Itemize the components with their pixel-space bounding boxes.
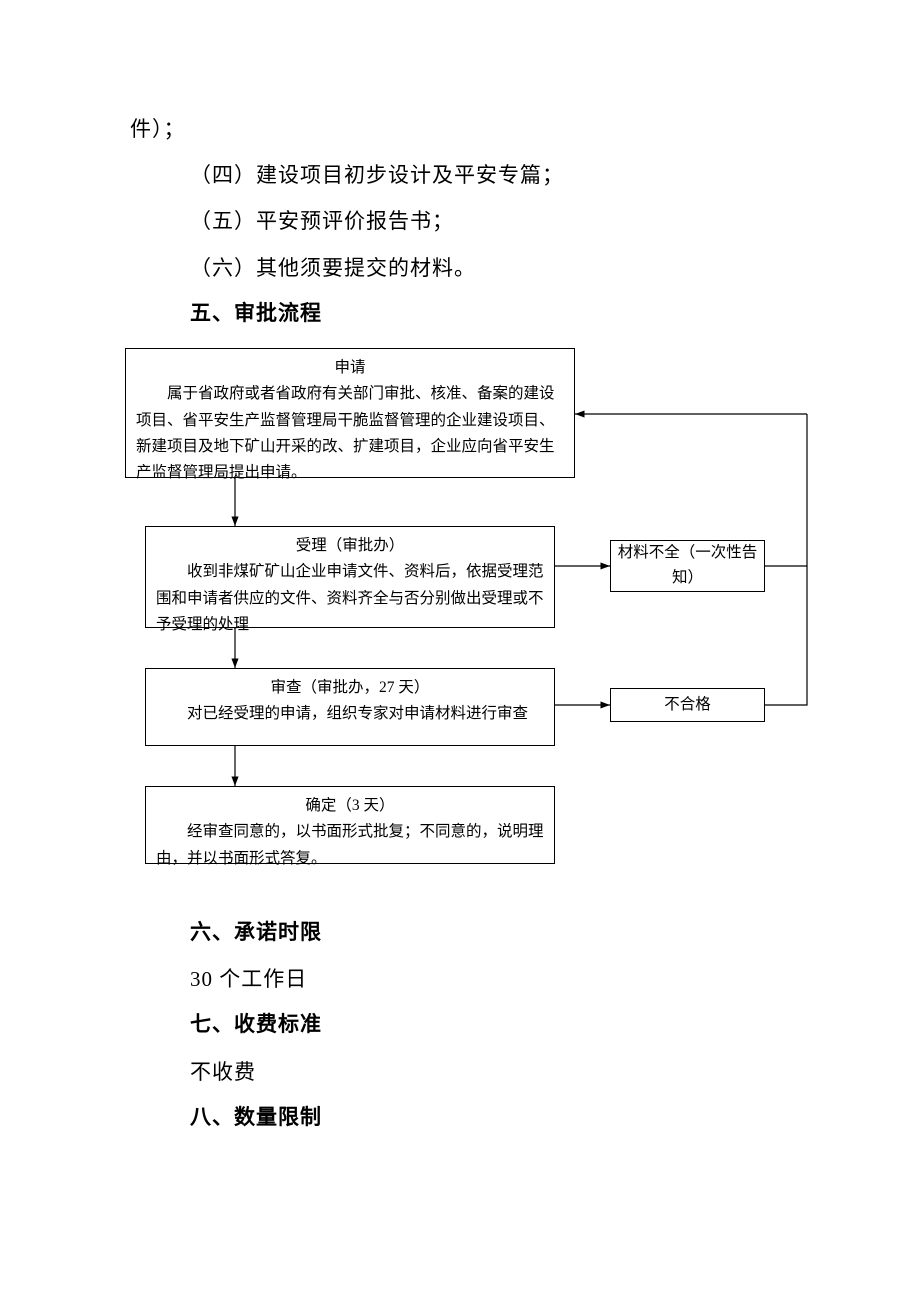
heading-5: 五、审批流程 — [0, 291, 920, 337]
heading-7: 七、收费标准 — [0, 1002, 920, 1048]
bottom-block: 六、承诺时限 30 个工作日 七、收费标准 不收费 八、数量限制 — [0, 910, 920, 1141]
list-item-6: （六）其他须要提交的材料。 — [0, 245, 920, 291]
heading-6: 六、承诺时限 — [0, 910, 920, 956]
line-item-end: 件）； — [0, 106, 920, 152]
list-item-4: （四）建设项目初步设计及平安专篇； — [0, 152, 920, 198]
top-block: 件）； （四）建设项目初步设计及平安专篇； （五）平安预评价报告书； （六）其他… — [0, 106, 920, 337]
flow-arrows — [125, 348, 815, 908]
flowchart: 申请 属于省政府或者省政府有关部门审批、核准、备案的建设项目、省平安生产监督管理… — [125, 348, 815, 908]
list-item-5: （五）平安预评价报告书； — [0, 198, 920, 244]
page: 件）； （四）建设项目初步设计及平安专篇； （五）平安预评价报告书； （六）其他… — [0, 0, 920, 1302]
line-7: 不收费 — [0, 1049, 920, 1095]
line-6: 30 个工作日 — [0, 956, 920, 1002]
heading-8: 八、数量限制 — [0, 1095, 920, 1141]
